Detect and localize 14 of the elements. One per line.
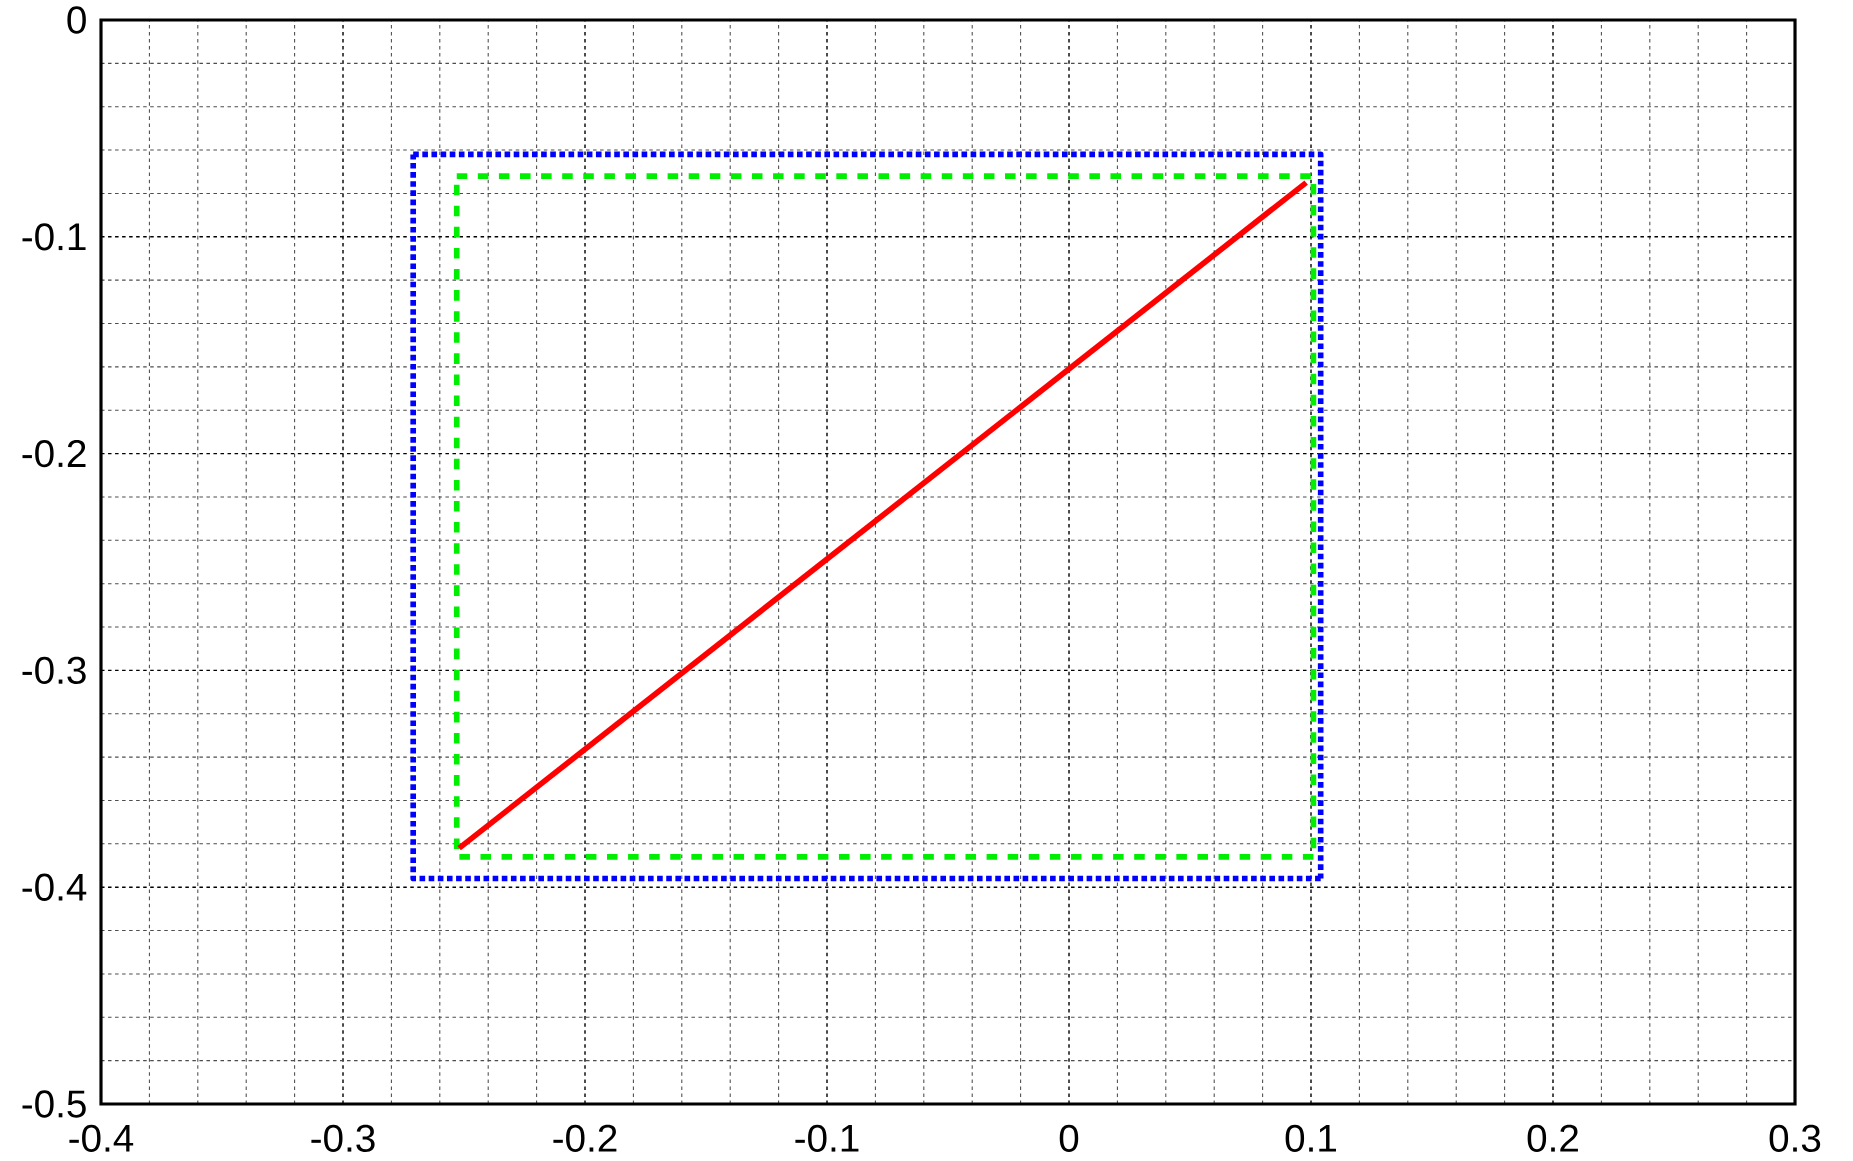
x-tick-label: 0.1: [1285, 1124, 1336, 1152]
x-tick-label: -0.2: [553, 1124, 617, 1152]
x-tick-label: -0.1: [795, 1124, 859, 1152]
x-tick-label: 0: [1059, 1124, 1079, 1152]
y-tick-label: -0.4: [22, 873, 87, 901]
x-tick-label: -0.3: [311, 1124, 375, 1152]
y-tick-label: -0.5: [22, 1090, 86, 1118]
y-tick-label: -0.3: [22, 656, 86, 685]
x-tick-label: 0.2: [1527, 1124, 1578, 1152]
y-tick-label: -0.2: [22, 439, 86, 468]
y-tick-label: -0.1: [22, 223, 86, 251]
x-tick-label: -0.4: [69, 1124, 134, 1152]
y-tick-label: 0: [67, 6, 86, 34]
x-tick-label: 0.3: [1769, 1124, 1821, 1152]
